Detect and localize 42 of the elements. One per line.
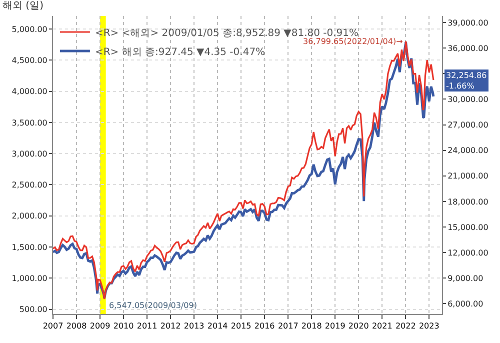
y2-tick-label: 36,000.00 [448,44,488,53]
y-tick-label: 2,000.00 [12,212,48,221]
y2-tick-label: 27,000.00 [448,120,488,130]
y2-tick-label: 24,000.00 [448,146,488,156]
x-tick-label: 2020 [348,322,369,331]
x-tick-label: 2012 [160,322,181,331]
y-tick-label: 4,500.00 [12,56,48,66]
x-tick-label: 2021 [372,322,392,331]
y2-tick-label: 39,000.00 [448,18,488,28]
y-tick-label: 500.00 [19,305,48,314]
x-tick-label: 2018 [301,322,322,331]
x-tick-label: 2007 [42,322,64,331]
y2-tick-label: 30,000.00 [448,95,488,104]
y-tick-label: 1,000.00 [12,274,48,283]
chart-title: 해외 (일) [2,0,44,12]
y2-tick-label: 6,000.00 [448,299,484,308]
y-tick-label: 1,500.00 [12,242,48,252]
x-tick-label: 2019 [324,322,346,331]
x-tick-label: 2010 [113,322,134,331]
text: 32,254.86 -1.66% [446,71,487,90]
y2-tick-label: 18,000.00 [448,197,488,206]
y2-tick-label: 21,000.00 [448,172,488,181]
y-tick-label: 2,500.00 [12,180,48,190]
annotation: 36,799.65(2022/01/04)→ [303,37,404,46]
y2-tick-label: 15,000.00 [448,222,488,232]
x-tick-label: 2016 [254,322,275,331]
x-tick-label: 2014 [207,322,228,331]
x-tick-label: 2011 [136,322,158,331]
y2-tick-label: 9,000.00 [448,274,484,283]
y-tick-label: 4,000.00 [12,87,48,96]
x-tick-label: 2009 [90,322,110,331]
annotation: 6,547.05(2009/03/09) [109,301,197,310]
y-tick-label: 3,500.00 [12,118,48,128]
x-tick-label: 2023 [418,322,440,331]
x-tick-label: 2013 [184,322,204,331]
y-tick-label: 5,000.00 [12,24,48,34]
y2-tick-label: 12,000.00 [448,248,488,258]
y-tick-label: 3,000.00 [12,149,48,158]
x-tick-label: 2022 [395,322,416,331]
x-tick-label: 2015 [230,322,252,331]
x-tick-label: 2008 [66,322,87,331]
x-tick-label: 2017 [278,322,298,331]
